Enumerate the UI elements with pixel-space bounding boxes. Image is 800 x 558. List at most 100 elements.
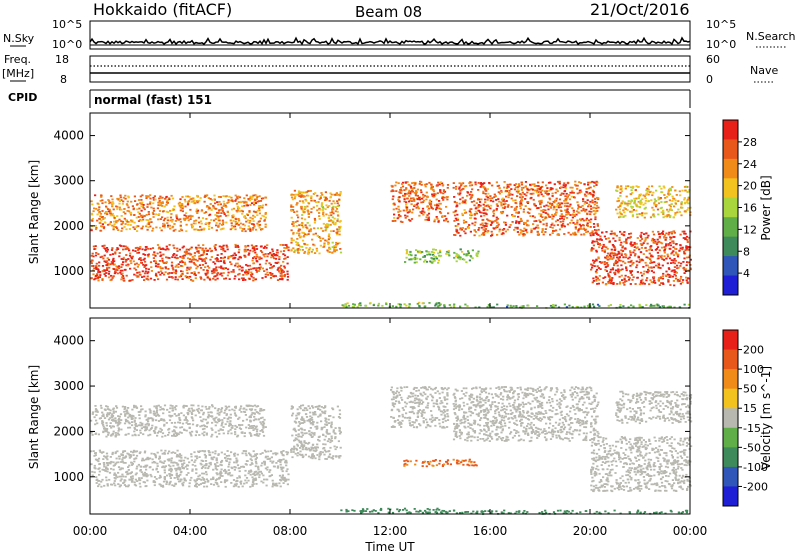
echo-cell-5	[563, 233, 565, 235]
colorbar-segment	[723, 120, 738, 140]
echo-cell-0	[162, 248, 164, 250]
echo-cell-0	[243, 278, 245, 280]
echo-cell-1	[138, 199, 140, 201]
echo-cell-1	[140, 196, 142, 198]
echo-cell-2	[337, 218, 339, 220]
echo-cell-6	[453, 252, 455, 254]
echo-cell-0	[161, 258, 163, 260]
echo-cell-5	[517, 231, 519, 233]
echo-cell-4	[426, 216, 428, 218]
echo-cell-0	[254, 256, 256, 258]
echo-cell-1	[234, 228, 236, 230]
echo-cell-0	[153, 480, 155, 482]
echo-cell-0	[236, 480, 238, 482]
echo-cell-0	[276, 255, 278, 257]
echo-cell-0	[228, 473, 230, 475]
echo-cell-0	[245, 454, 247, 456]
echo-cell-2	[294, 250, 296, 252]
echo-cell-7	[674, 262, 676, 264]
echo-cell-0	[238, 249, 240, 251]
echo-cell-4	[437, 221, 439, 223]
echo-cell-0	[271, 456, 273, 458]
echo-cell-1	[113, 221, 115, 223]
echo-cell-2	[315, 201, 317, 203]
echo-cell-5	[565, 214, 567, 216]
echo-cell-0	[105, 264, 107, 266]
echo-cell-1	[201, 210, 203, 212]
echo-cell-0	[109, 463, 111, 465]
echo-cell-0	[185, 466, 187, 468]
echo-cell-1	[200, 220, 202, 222]
echo-cell-0	[265, 253, 267, 255]
echo-cell-8	[616, 200, 618, 202]
echo-cell-5	[569, 214, 571, 216]
echo-cell-0	[212, 452, 214, 454]
echo-cell-1	[97, 214, 99, 216]
echo-cell-8	[633, 202, 635, 204]
echo-cell-0	[264, 450, 266, 452]
echo-cell-0	[159, 460, 161, 462]
echo-cell-2	[328, 215, 330, 217]
echo-cell-0	[148, 268, 150, 270]
echo-cell-1	[157, 207, 159, 209]
echo-cell-4	[436, 207, 438, 209]
echo-cell-0	[157, 465, 159, 467]
echo-cell-7	[618, 251, 620, 253]
echo-cell-2	[325, 208, 327, 210]
echo-cell-5	[506, 200, 508, 202]
echo-cell-7	[663, 250, 665, 252]
echo-cell-0	[144, 254, 146, 256]
echo-cell-1	[95, 228, 97, 230]
echo-cell-0	[217, 278, 219, 280]
echo-cell-8	[680, 214, 682, 216]
echo-cell-5	[511, 194, 513, 196]
echo-cell-5	[598, 229, 600, 231]
echo-cell-0	[212, 278, 214, 280]
echo-cell-0	[183, 255, 185, 257]
echo-cell-0	[219, 246, 221, 248]
echo-cell-2	[293, 251, 295, 253]
echo-cell-8	[655, 204, 657, 206]
echo-cell-7	[658, 257, 660, 259]
echo-cell-2	[308, 216, 310, 218]
echo-cell-5	[571, 220, 573, 222]
echo-cell-0	[233, 485, 235, 487]
echo-cell-5	[517, 216, 519, 218]
echo-cell-5	[468, 227, 470, 229]
echo-cell-0	[103, 462, 105, 464]
echo-cell-5	[536, 225, 538, 227]
echo-cell-1	[260, 200, 262, 202]
echo-cell-0	[125, 485, 127, 487]
echo-cell-0	[153, 257, 155, 259]
echo-cell-0	[110, 468, 112, 470]
echo-cell-1	[153, 216, 155, 218]
echo-cell-0	[234, 278, 236, 280]
echo-cell-8	[670, 206, 672, 208]
echo-cell-0	[98, 262, 100, 264]
echo-cell-5	[559, 229, 561, 231]
echo-cell-0	[171, 474, 173, 476]
echo-cell-0	[105, 477, 107, 479]
echo-cell-2	[302, 240, 304, 242]
echo-cell-0	[269, 469, 271, 471]
echo-cell-5	[577, 231, 579, 233]
echo-cell-5	[565, 188, 567, 190]
echo-cell-4	[409, 209, 411, 211]
echo-cell-0	[172, 269, 174, 271]
echo-cell-0	[202, 477, 204, 479]
echo-cell-0	[107, 462, 109, 464]
echo-cell-0	[286, 246, 288, 248]
echo-cell-0	[246, 271, 248, 273]
echo-cell-7	[644, 247, 646, 249]
echo-cell-0	[98, 467, 100, 469]
echo-cell-1	[190, 218, 192, 220]
echo-cell-0	[99, 451, 101, 453]
echo-cell-2	[308, 233, 310, 235]
echo-cell-7	[651, 281, 653, 283]
echo-cell-0	[245, 453, 247, 455]
echo-cell-6	[419, 250, 421, 252]
echo-cell-4	[391, 185, 393, 187]
echo-cell-1	[91, 204, 93, 206]
echo-cell-5	[464, 202, 466, 204]
echo-cell-7	[597, 277, 599, 279]
